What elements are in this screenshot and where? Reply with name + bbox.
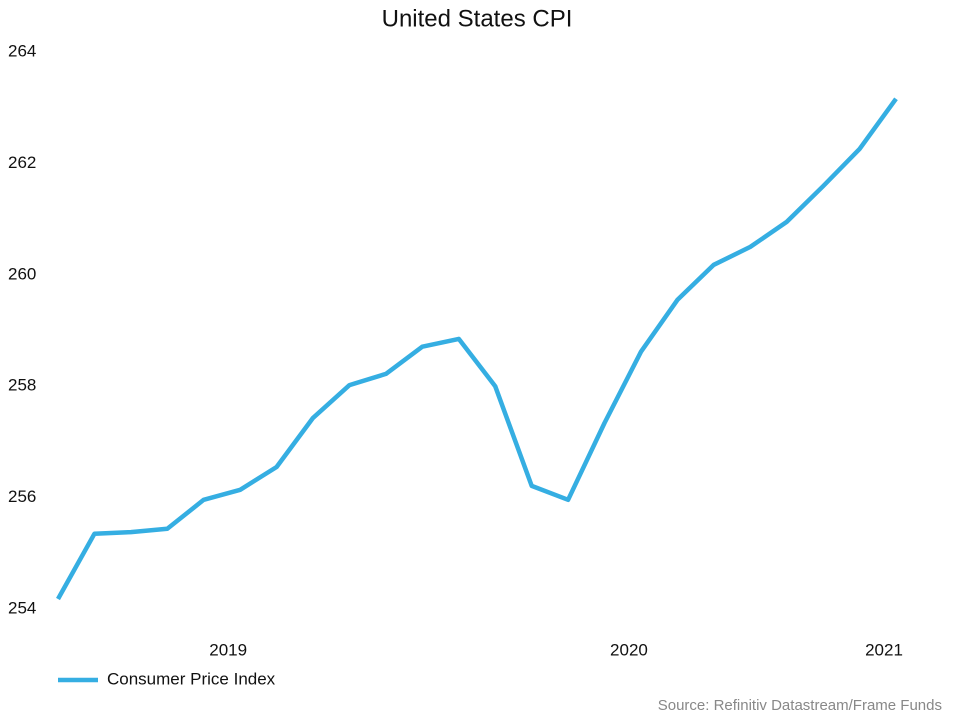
y-tick-label: 264 — [8, 41, 36, 60]
y-tick-label: 262 — [8, 153, 36, 172]
legend-label: Consumer Price Index — [107, 669, 276, 688]
x-tick-label: 2019 — [209, 640, 247, 659]
series-line — [56, 97, 898, 601]
x-tick-label: 2020 — [610, 640, 648, 659]
x-tick-label: 2021 — [865, 640, 903, 659]
y-tick-label: 256 — [8, 487, 36, 506]
y-tick-label: 254 — [8, 598, 36, 617]
source: Source: Refinitiv Datastream/Frame Funds — [658, 697, 942, 714]
chart-title: United States CPI — [382, 5, 573, 32]
y-tick-label: 260 — [8, 264, 36, 283]
y-tick-label: 258 — [8, 376, 36, 395]
